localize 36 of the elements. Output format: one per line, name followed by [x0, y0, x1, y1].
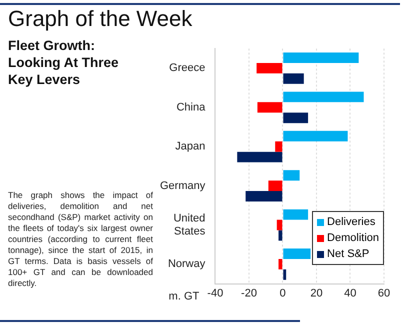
y-tick-label: China: [176, 101, 206, 114]
bar: [283, 248, 311, 259]
bar: [283, 170, 300, 181]
bar: [256, 62, 282, 74]
bar: [283, 112, 308, 124]
bar: [237, 152, 282, 162]
bar: [283, 73, 304, 84]
bar: [278, 258, 282, 270]
legend-label: Net S&P: [327, 247, 370, 262]
y-tick-label: United States: [173, 212, 206, 238]
chart-title: Graph of the Week: [8, 6, 192, 32]
text: Fleet Growth: Looking At Three Key Levers: [8, 37, 120, 88]
bar: [257, 102, 282, 113]
bar: [283, 130, 348, 142]
x-tick-label: -20: [241, 287, 257, 300]
y-tick-label: Greece: [169, 62, 206, 74]
bar: [283, 92, 364, 102]
y-tick-label: Japan: [175, 140, 206, 153]
bar: [283, 52, 359, 63]
bar: [275, 141, 282, 152]
legend-label: Demolition: [327, 231, 379, 246]
x-tick-label: 20: [310, 287, 323, 300]
x-tick-label: -40: [207, 287, 224, 300]
bar: [283, 269, 286, 280]
x-tick-label: 0: [280, 287, 286, 300]
legend-label: Deliveries: [327, 215, 376, 230]
x-tick-label: 40: [344, 287, 356, 300]
text: The graph shows the impact of deliveries, demolition and net secondhand (S&P) market activity on the fleets of today's six largest owner countries (according to current fleet tonnage), since the start of 2015, in GT terms. Data is basis vessels of 100+ GT and can be downloaded directly.: [8, 190, 153, 288]
bar: [268, 180, 282, 192]
bar: [246, 191, 282, 202]
x-axis-title: m. GT: [168, 290, 200, 302]
bar: [283, 209, 308, 220]
bar: [278, 230, 282, 241]
x-tick-label: 60: [378, 287, 390, 300]
y-tick-label: Germany: [160, 180, 206, 192]
y-tick-label: Norway: [168, 258, 206, 270]
